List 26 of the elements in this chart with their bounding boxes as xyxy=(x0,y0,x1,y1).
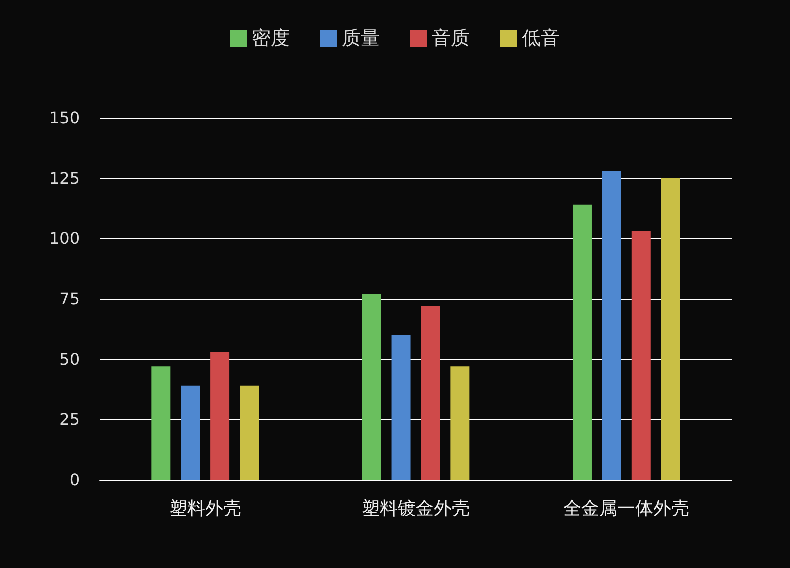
bar xyxy=(602,171,622,480)
bar xyxy=(181,386,200,480)
bar xyxy=(210,352,230,480)
legend-label: 质量 xyxy=(342,28,380,50)
bar xyxy=(362,294,382,480)
y-tick-label: 25 xyxy=(60,410,80,430)
bar xyxy=(450,366,470,480)
y-tick-label: 150 xyxy=(49,108,80,128)
legend-label: 密度 xyxy=(252,28,290,50)
y-tick-label: 50 xyxy=(60,350,80,369)
legend-label: 音质 xyxy=(432,28,470,50)
bar xyxy=(661,178,680,480)
bar xyxy=(421,306,440,480)
bar xyxy=(572,204,592,480)
x-tick-label: 塑料外壳 xyxy=(169,498,242,520)
x-tick-label: 塑料镀金外壳 xyxy=(362,498,470,520)
bar xyxy=(152,366,171,480)
bar xyxy=(240,386,260,480)
y-tick-label: 75 xyxy=(60,290,80,308)
y-tick-label: 100 xyxy=(49,229,80,248)
bar xyxy=(392,335,411,480)
y-tick-label: 0 xyxy=(70,470,80,490)
x-tick-label: 全金属一体外壳 xyxy=(564,498,690,520)
bar xyxy=(632,231,651,480)
y-tick-label: 125 xyxy=(49,168,80,188)
legend-label: 低音 xyxy=(522,28,560,50)
